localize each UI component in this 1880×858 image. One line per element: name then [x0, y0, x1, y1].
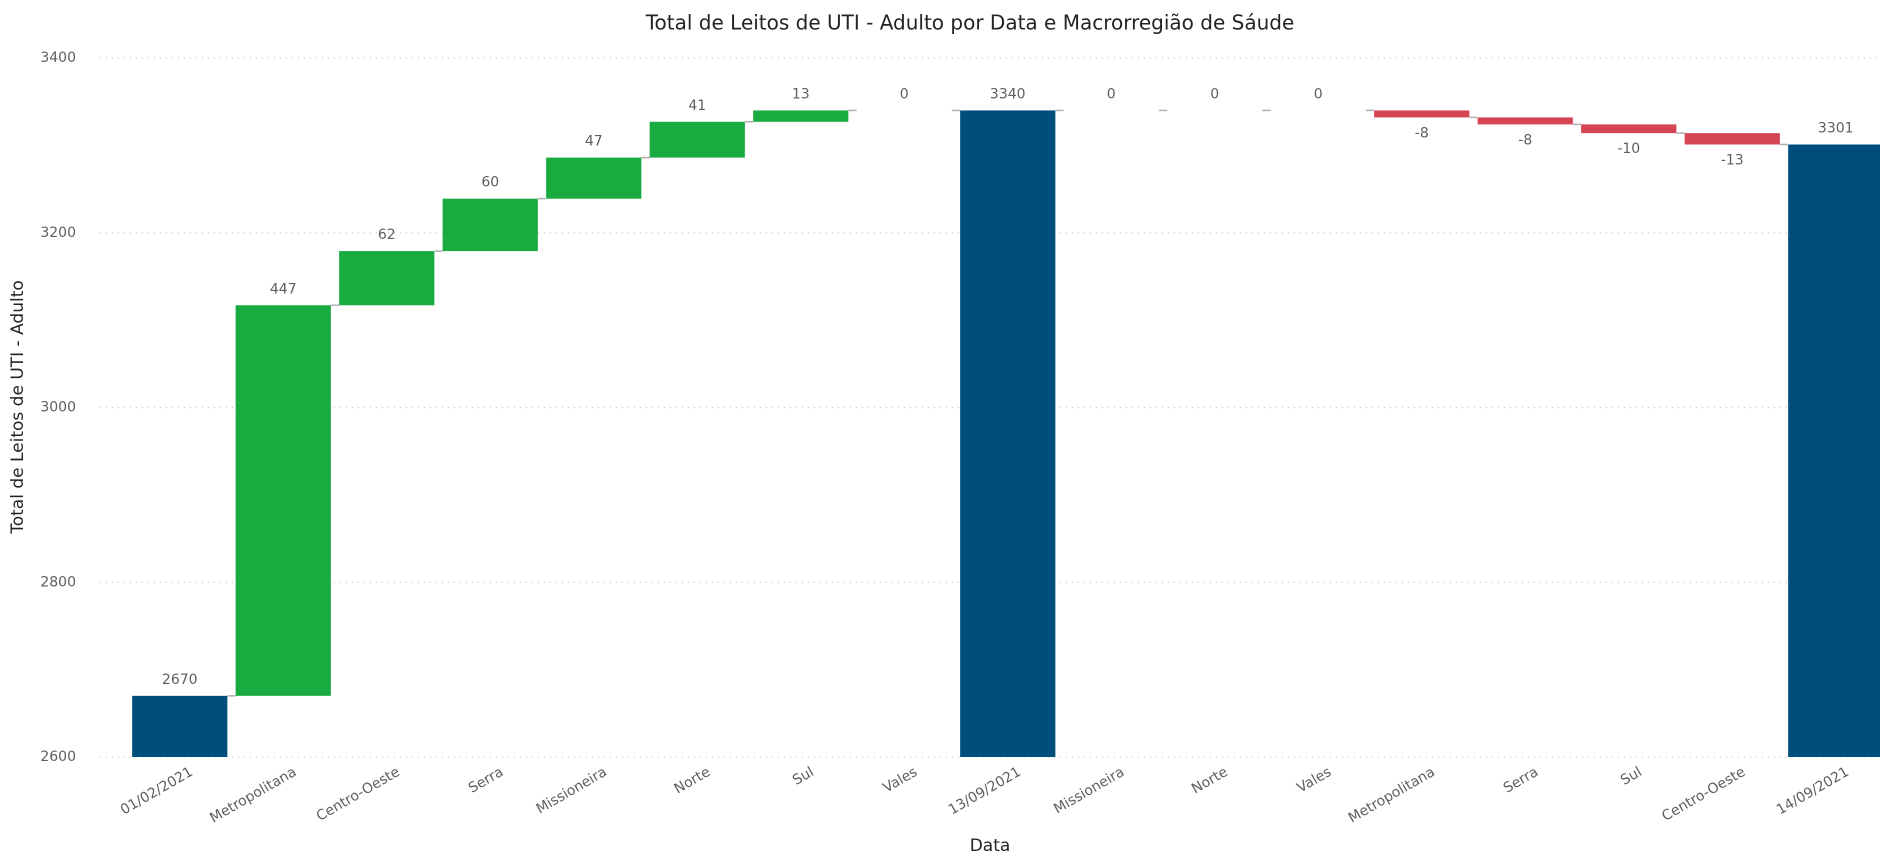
y-tick-label: 2600 [40, 749, 76, 765]
data-label: 0 [1210, 86, 1219, 102]
data-label: 0 [1107, 86, 1116, 102]
y-tick-label: 2800 [40, 574, 76, 590]
data-label: 60 [481, 175, 499, 191]
y-tick-label: 3000 [40, 400, 76, 416]
bar [753, 110, 849, 122]
bar [1374, 110, 1470, 118]
data-label: -8 [1518, 132, 1532, 148]
data-label: 41 [688, 98, 706, 114]
chart-title: Total de Leitos de UTI - Adulto por Data… [645, 11, 1295, 35]
data-label: 3301 [1818, 121, 1854, 137]
x-axis-title: Data [970, 836, 1011, 856]
data-label: 0 [900, 86, 909, 102]
x-tick-label: 14/09/2021 [1774, 764, 1852, 818]
data-label: 3340 [990, 86, 1026, 102]
bar [649, 121, 745, 158]
data-label: 62 [378, 227, 396, 243]
x-tick-label: Serra [1501, 764, 1541, 797]
bar [132, 695, 228, 757]
x-tick-label: 01/02/2021 [118, 764, 196, 818]
bar [339, 251, 435, 306]
y-axis-title: Total de Leitos de UTI - Adulto [8, 280, 28, 535]
x-tick-label: 13/09/2021 [946, 764, 1024, 818]
data-label: 47 [585, 134, 603, 150]
bar [442, 198, 538, 252]
data-label: -8 [1415, 125, 1429, 141]
data-label: 447 [270, 281, 297, 297]
x-tick-label: Centro-Oeste [1659, 764, 1748, 825]
x-tick-label: Vales [880, 764, 920, 796]
data-label: 2670 [162, 672, 198, 688]
bar [546, 157, 642, 199]
x-tick-label: Serra [466, 764, 506, 797]
x-tick-label: Metropolitana [1346, 764, 1438, 826]
x-tick-label: Norte [1189, 764, 1231, 797]
bar [1684, 133, 1780, 145]
data-label: 0 [1314, 86, 1323, 102]
data-label: 13 [792, 86, 810, 102]
x-tick-label: Sul [1618, 764, 1645, 789]
bar [1477, 117, 1573, 125]
bar [235, 305, 331, 696]
data-label: -13 [1721, 153, 1744, 169]
data-label: -10 [1617, 141, 1640, 157]
y-tick-label: 3400 [40, 50, 76, 66]
x-tick-label: Sul [790, 764, 817, 789]
y-tick-label: 3200 [40, 225, 76, 241]
bar [960, 110, 1056, 758]
x-tick-label: Centro-Oeste [314, 764, 403, 825]
bar [1581, 124, 1677, 134]
x-tick-label: Metropolitana [207, 764, 299, 826]
bar [1788, 144, 1880, 758]
x-tick-label: Vales [1294, 764, 1334, 796]
x-tick-label: Missioneira [1051, 764, 1127, 817]
x-tick-label: Norte [672, 764, 714, 797]
x-tick-label: Missioneira [534, 764, 610, 817]
